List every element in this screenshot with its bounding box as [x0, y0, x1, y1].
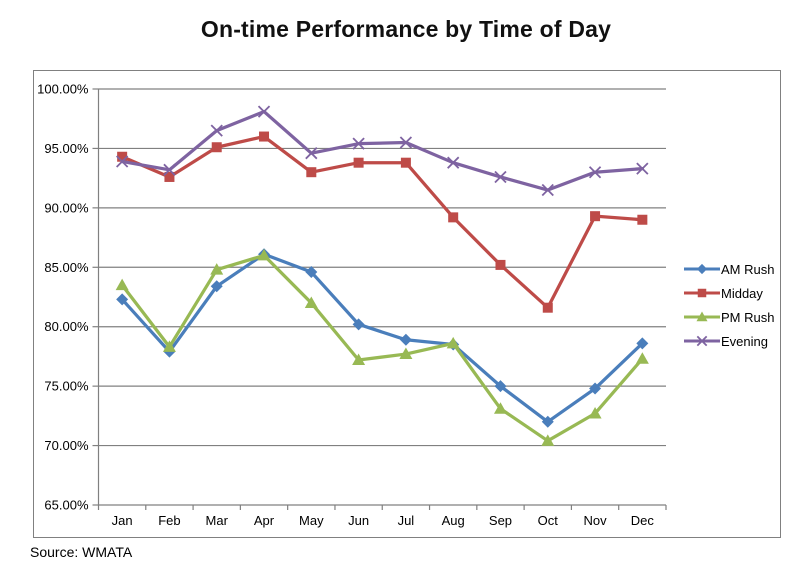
marker-triangle-pm-rush: [399, 347, 413, 360]
marker-x-evening: [116, 155, 129, 168]
marker-square-midday: [448, 212, 459, 223]
legend-item-pm-rush: PM Rush: [684, 305, 774, 329]
legend-label-midday: Midday: [721, 285, 763, 301]
marker-x-evening: [696, 335, 708, 347]
legend: AM Rush Midday PM Rush Evening: [684, 257, 774, 353]
marker-square-midday: [590, 211, 601, 222]
series-line-evening: [120, 109, 644, 192]
marker-triangle-pm-rush: [352, 353, 366, 365]
x-axis-label: Oct: [538, 513, 559, 528]
x-axis-label: Nov: [584, 513, 608, 528]
marker-x-evening: [257, 105, 271, 118]
marker-square-midday: [542, 302, 553, 313]
marker-diamond-am-rush: [305, 266, 318, 279]
y-axis-label: 100.00%: [37, 82, 89, 97]
legend-item-am-rush: AM Rush: [684, 257, 774, 281]
x-axis-label: Aug: [442, 513, 465, 528]
marker-triangle-pm-rush: [635, 352, 649, 364]
marker-triangle-pm-rush: [257, 248, 271, 261]
marker-triangle-pm-rush: [210, 263, 224, 275]
x-axis-label: Sep: [489, 513, 512, 528]
series-line-pm-rush: [120, 253, 644, 443]
marker-diamond-am-rush: [210, 280, 223, 293]
x-axis-label: Dec: [631, 513, 655, 528]
marker-diamond-am-rush: [636, 337, 649, 350]
marker-square-midday: [164, 171, 175, 182]
x-axis-label: Apr: [254, 513, 275, 528]
marker-triangle-pm-rush: [696, 311, 708, 322]
marker-diamond-am-rush: [399, 333, 412, 346]
marker-triangle-pm-rush: [304, 296, 318, 308]
source-note: Source: WMATA: [30, 544, 133, 560]
marker-square-midday: [697, 288, 707, 298]
marker-diamond-am-rush: [589, 382, 602, 395]
chart-area: 65.00% 70.00% 75.00% 80.00% 85.00% 90.00% 95.0…: [33, 70, 781, 538]
legend-label-am-rush: AM Rush: [721, 261, 775, 277]
x-axis-label: Jul: [398, 513, 415, 528]
legend-label-evening: Evening: [721, 333, 768, 349]
marker-diamond-am-rush: [352, 318, 365, 331]
marker-diamond-am-rush: [541, 415, 554, 428]
series-line-am-rush: [120, 252, 644, 424]
marker-x-evening: [636, 162, 649, 175]
marker-square-midday: [211, 142, 222, 153]
y-axis-label: 95.00%: [44, 141, 89, 156]
marker-diamond-am-rush: [494, 380, 507, 393]
marker-square-midday: [400, 157, 411, 168]
marker-x-evening: [588, 166, 602, 179]
marker-square-midday: [259, 131, 270, 142]
y-axis-label: 65.00%: [44, 498, 89, 513]
marker-x-evening: [541, 183, 554, 197]
y-axis-label: 90.00%: [44, 200, 89, 215]
marker-x-evening: [163, 163, 176, 176]
marker-diamond-am-rush: [116, 293, 129, 306]
marker-x-evening: [494, 170, 507, 184]
legend-label-pm-rush: PM Rush: [721, 309, 775, 325]
plot-area: 65.00% 70.00% 75.00% 80.00% 85.00% 90.00% 95.0…: [37, 82, 667, 528]
marker-triangle-pm-rush: [541, 434, 555, 446]
legend-key-pm-rush: [684, 311, 720, 322]
y-axis-label: 85.00%: [44, 260, 89, 275]
marker-triangle-pm-rush: [493, 402, 507, 414]
marker-square-midday: [495, 259, 506, 270]
legend-item-evening: Evening: [684, 329, 774, 353]
marker-x-evening: [305, 147, 318, 160]
marker-x-evening: [352, 137, 365, 150]
x-axis-label: Feb: [158, 513, 180, 528]
marker-square-midday: [306, 167, 317, 178]
legend-key-evening: [684, 335, 720, 347]
marker-square-midday: [353, 157, 364, 168]
y-axis-label: 80.00%: [44, 319, 89, 334]
marker-x-evening: [447, 156, 460, 169]
x-axis-label: May: [299, 513, 324, 528]
marker-triangle-pm-rush: [446, 336, 460, 349]
marker-x-evening: [210, 124, 223, 137]
y-axis-label: 75.00%: [44, 379, 89, 394]
series-line-midday: [120, 134, 644, 310]
x-axis-label: Jan: [112, 513, 133, 528]
marker-x-evening: [399, 136, 413, 149]
marker-triangle-pm-rush: [115, 278, 129, 291]
marker-diamond-am-rush: [696, 263, 708, 275]
marker-triangle-pm-rush: [162, 340, 176, 352]
marker-triangle-pm-rush: [588, 406, 602, 419]
legend-key-midday: [684, 288, 720, 298]
marker-square-midday: [637, 214, 648, 225]
y-axis-label: 70.00%: [44, 438, 89, 453]
x-axis-label: Mar: [206, 513, 229, 528]
chart-title: On-time Performance by Time of Day: [200, 16, 612, 42]
legend-item-midday: Midday: [684, 281, 774, 305]
x-axis-label: Jun: [348, 513, 369, 528]
legend-key-am-rush: [684, 263, 720, 275]
marker-square-midday: [117, 151, 128, 162]
